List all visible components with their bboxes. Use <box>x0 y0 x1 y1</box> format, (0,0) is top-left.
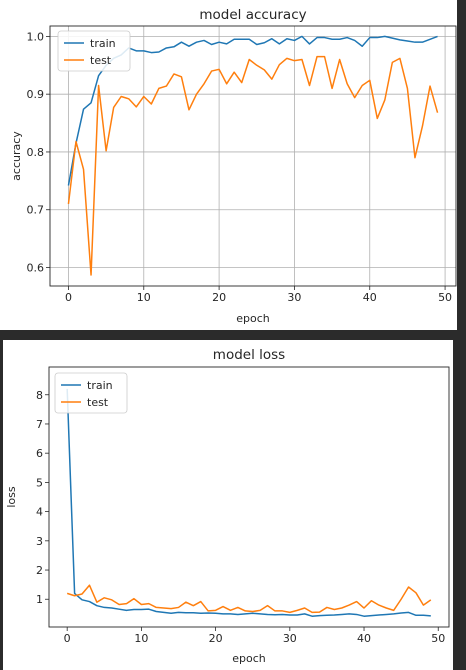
x-tick-label: 30 <box>287 291 301 304</box>
legend-label-train: train <box>90 37 116 50</box>
y-tick-label: 6 <box>36 447 43 460</box>
y-axis-label: accuracy <box>10 131 23 181</box>
x-tick-label: 40 <box>363 291 377 304</box>
series-line-test <box>67 55 439 276</box>
loss-chart: 0 10 20 30 40 50 1 2 3 4 5 6 7 8 model loss epoch loss tr… <box>5 347 450 665</box>
plot-frame <box>49 25 457 287</box>
x-tick-label: 0 <box>65 291 72 304</box>
y-tick-label: 0.9 <box>27 88 45 101</box>
y-tick-label: 7 <box>36 418 43 431</box>
y-tick-label: 8 <box>36 389 43 402</box>
chart-title: model accuracy <box>199 7 306 23</box>
legend: train test <box>57 30 131 72</box>
x-tick-label: 0 <box>64 632 71 645</box>
legend-label-test: test <box>87 396 109 409</box>
accuracy-chart: 0 10 20 30 40 50 0.6 0.7 0.8 0.9 1.0 model accuracy… <box>10 7 457 325</box>
accuracy-chart-panel: 0 10 20 30 40 50 0.6 0.7 0.8 0.9 1.0 model accuracy… <box>0 0 457 330</box>
chart-title: model loss <box>213 347 285 363</box>
legend-box <box>54 372 128 414</box>
legend: train test <box>54 372 128 414</box>
x-tick-label: 20 <box>212 291 226 304</box>
x-tick-label: 50 <box>431 632 445 645</box>
y-tick-label: 2 <box>36 564 43 577</box>
y-tick-label: 1 <box>36 593 43 606</box>
x-axis-label: epoch <box>236 312 270 325</box>
series-line-train <box>66 388 431 617</box>
legend-label-test: test <box>90 54 112 67</box>
x-tick-label: 40 <box>357 632 371 645</box>
y-tick-label: 0.8 <box>27 146 45 159</box>
y-tick-label: 0.6 <box>27 262 45 275</box>
loss-chart-panel: 0 10 20 30 40 50 1 2 3 4 5 6 7 8 model loss epoch loss tr… <box>3 340 453 670</box>
x-tick-label: 50 <box>438 291 452 304</box>
legend-box <box>57 30 131 72</box>
legend-label-train: train <box>87 379 113 392</box>
y-tick-label: 0.7 <box>27 204 45 217</box>
y-tick-label: 4 <box>36 506 43 519</box>
plot-frame <box>48 366 450 628</box>
x-tick-label: 10 <box>137 291 151 304</box>
x-tick-label: 20 <box>209 632 223 645</box>
series-line-test <box>66 584 432 614</box>
y-tick-label: 5 <box>36 476 43 489</box>
x-tick-label: 10 <box>134 632 148 645</box>
y-tick-label: 1.0 <box>27 30 45 43</box>
y-tick-label: 3 <box>36 535 43 548</box>
y-axis-label: loss <box>5 486 18 508</box>
x-axis-label: epoch <box>232 652 266 665</box>
x-tick-label: 30 <box>283 632 297 645</box>
